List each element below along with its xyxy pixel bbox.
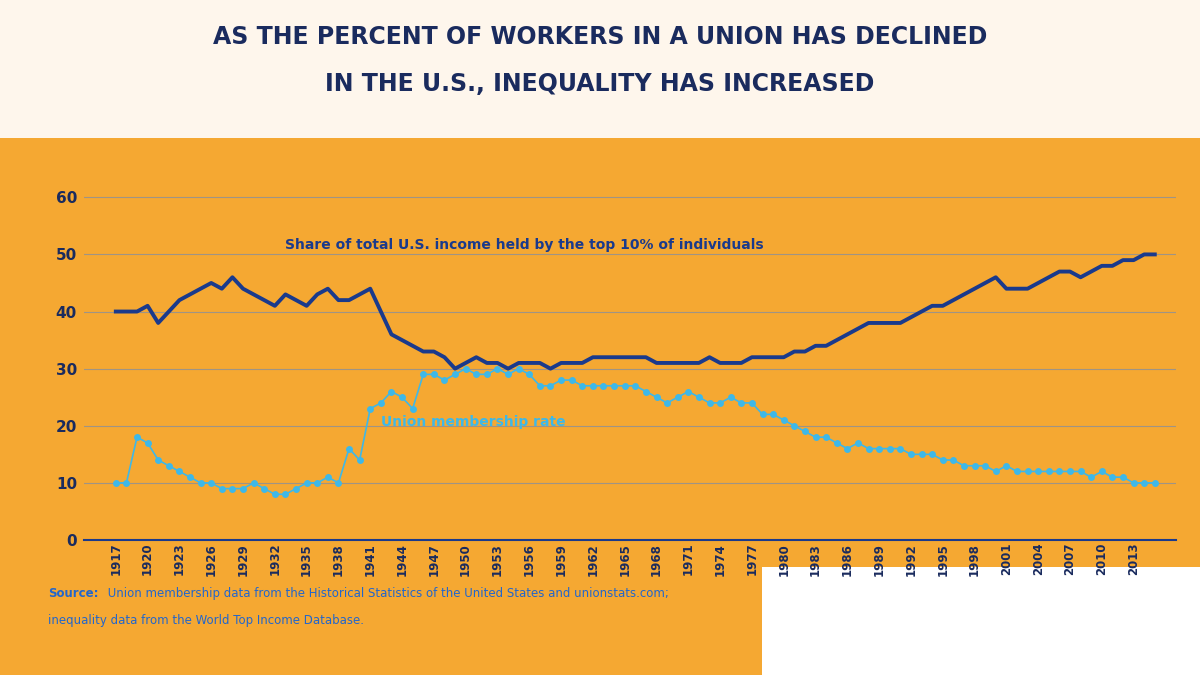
Text: Source:: Source: [48,587,98,600]
Text: AS THE PERCENT OF WORKERS IN A UNION HAS DECLINED: AS THE PERCENT OF WORKERS IN A UNION HAS… [212,25,988,49]
Text: inequality data from the World Top Income Database.: inequality data from the World Top Incom… [48,614,364,627]
Text: IN THE U.S., INEQUALITY HAS INCREASED: IN THE U.S., INEQUALITY HAS INCREASED [325,72,875,97]
Text: Union membership rate: Union membership rate [380,414,565,429]
Text: Union membership data from the Historical Statistics of the United States and un: Union membership data from the Historica… [104,587,670,600]
Text: Share of total U.S. income held by the top 10% of individuals: Share of total U.S. income held by the t… [286,238,764,252]
